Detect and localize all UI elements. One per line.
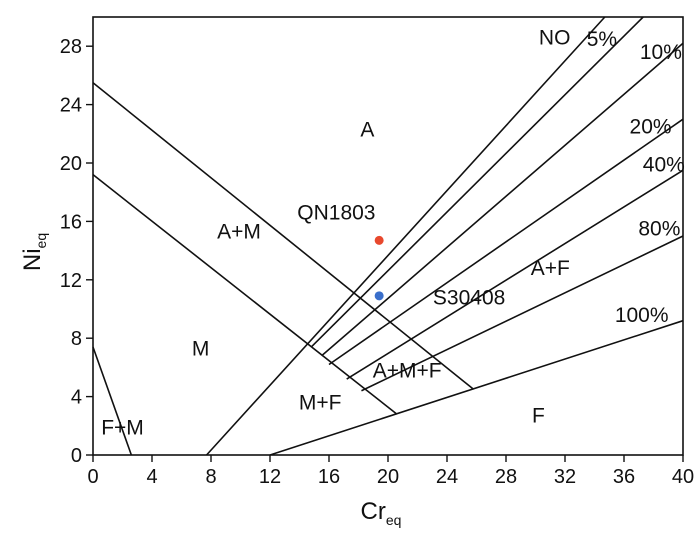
x-axis-label: Creq bbox=[361, 498, 402, 528]
boundary-line-5 bbox=[310, 16, 644, 348]
y-tick-label: 4 bbox=[71, 387, 82, 409]
chart-labels: A NO A+M M F+M M+F A+M+F A+F F 5% 10% 20% 40% 80% 100% bbox=[101, 26, 685, 439]
y-tick-label: 8 bbox=[71, 328, 82, 350]
boundary-line-7 bbox=[328, 118, 684, 366]
x-tick-label: 32 bbox=[554, 466, 576, 488]
y-tick-label: 12 bbox=[60, 270, 82, 292]
ferrite-percent-label: 80% bbox=[638, 218, 680, 241]
y-tick-label: 20 bbox=[60, 153, 82, 175]
axis-ticks: 0 4 8 12 16 20 24 28 32 36 40 0 4 8 12 16 20 24 28 bbox=[60, 36, 694, 488]
boundary-lines bbox=[92, 16, 684, 456]
y-tick-label: 28 bbox=[60, 36, 82, 58]
boundary-line-3 bbox=[92, 346, 133, 456]
boundary-line-10 bbox=[269, 319, 684, 456]
boundary-line-6 bbox=[321, 42, 684, 357]
plot-frame bbox=[92, 16, 684, 456]
ferrite-percent-label: 5% bbox=[587, 28, 617, 51]
x-tick-label: 20 bbox=[377, 466, 399, 488]
region-label: A+F bbox=[531, 257, 570, 280]
boundary-line-8 bbox=[346, 169, 684, 380]
ferrite-percent-label: 40% bbox=[643, 153, 685, 176]
x-tick-label: 8 bbox=[205, 466, 216, 488]
region-label: NO bbox=[539, 26, 571, 49]
x-tick-label: 0 bbox=[87, 466, 98, 488]
region-label: F bbox=[532, 405, 545, 428]
data-point-qn1803 bbox=[374, 235, 384, 245]
region-label: F+M bbox=[101, 416, 144, 439]
x-tick-label: 36 bbox=[613, 466, 635, 488]
ferrite-percent-label: 100% bbox=[615, 304, 669, 327]
point-label-s30408: S30408 bbox=[433, 286, 505, 309]
x-tick-label: 16 bbox=[318, 466, 340, 488]
point-label-qn1803: QN1803 bbox=[297, 202, 375, 225]
region-label: M+F bbox=[299, 391, 342, 414]
region-label: A+M bbox=[217, 221, 261, 244]
data-points: QN1803 S30408 bbox=[297, 202, 505, 310]
x-tick-label: 12 bbox=[259, 466, 281, 488]
ferrite-percent-label: 20% bbox=[630, 116, 672, 139]
region-label: A+M+F bbox=[373, 359, 442, 382]
y-tick-label: 0 bbox=[71, 445, 82, 467]
region-label: A bbox=[360, 118, 374, 141]
x-tick-label: 40 bbox=[672, 466, 694, 488]
ferrite-percent-label: 10% bbox=[640, 41, 682, 64]
x-tick-label: 24 bbox=[436, 466, 458, 488]
boundary-line-2 bbox=[92, 174, 398, 415]
y-tick-label: 16 bbox=[60, 211, 82, 233]
x-tick-label: 28 bbox=[495, 466, 517, 488]
boundary-line-9 bbox=[361, 235, 684, 392]
boundary-line-4 bbox=[205, 16, 606, 456]
x-tick-label: 4 bbox=[146, 466, 157, 488]
y-axis-label: Nieq bbox=[19, 233, 49, 271]
y-tick-label: 24 bbox=[60, 95, 82, 117]
boundary-line-1 bbox=[92, 82, 475, 390]
data-point-s30408 bbox=[374, 291, 384, 301]
region-label: M bbox=[192, 337, 210, 360]
